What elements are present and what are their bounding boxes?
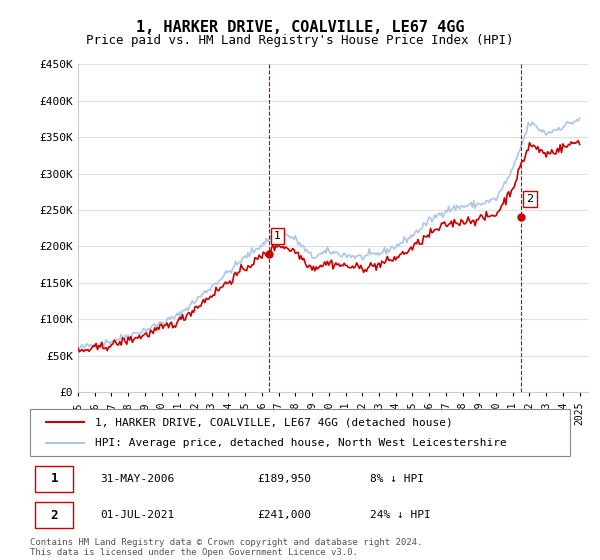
Text: 2: 2	[50, 508, 58, 521]
Text: 31-MAY-2006: 31-MAY-2006	[100, 474, 175, 484]
Text: 1: 1	[50, 473, 58, 486]
Text: 01-JUL-2021: 01-JUL-2021	[100, 510, 175, 520]
Text: 1, HARKER DRIVE, COALVILLE, LE67 4GG (detached house): 1, HARKER DRIVE, COALVILLE, LE67 4GG (de…	[95, 417, 452, 427]
Text: 24% ↓ HPI: 24% ↓ HPI	[370, 510, 431, 520]
FancyBboxPatch shape	[35, 466, 73, 492]
Text: £241,000: £241,000	[257, 510, 311, 520]
FancyBboxPatch shape	[35, 502, 73, 528]
Text: 8% ↓ HPI: 8% ↓ HPI	[370, 474, 424, 484]
Text: Contains HM Land Registry data © Crown copyright and database right 2024.
This d: Contains HM Land Registry data © Crown c…	[30, 538, 422, 557]
FancyBboxPatch shape	[30, 409, 570, 456]
Text: 1, HARKER DRIVE, COALVILLE, LE67 4GG: 1, HARKER DRIVE, COALVILLE, LE67 4GG	[136, 20, 464, 35]
Text: HPI: Average price, detached house, North West Leicestershire: HPI: Average price, detached house, Nort…	[95, 438, 506, 448]
Text: 1: 1	[274, 231, 281, 241]
Text: 2: 2	[526, 194, 533, 204]
Text: Price paid vs. HM Land Registry's House Price Index (HPI): Price paid vs. HM Land Registry's House …	[86, 34, 514, 46]
Text: £189,950: £189,950	[257, 474, 311, 484]
